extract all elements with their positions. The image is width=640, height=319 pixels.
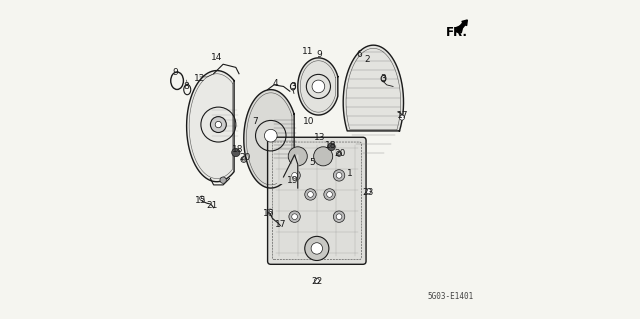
Text: 20: 20 [239, 153, 251, 162]
Text: 1: 1 [348, 169, 353, 178]
Text: 12: 12 [194, 74, 205, 83]
Text: 17: 17 [397, 111, 408, 120]
Text: 23: 23 [362, 188, 373, 197]
Circle shape [305, 189, 316, 200]
Polygon shape [298, 58, 338, 115]
Polygon shape [343, 45, 404, 131]
Text: 18: 18 [232, 145, 243, 154]
Polygon shape [187, 70, 234, 182]
Text: 2: 2 [365, 55, 371, 64]
Circle shape [232, 148, 240, 157]
Circle shape [220, 177, 227, 183]
Text: 13: 13 [314, 133, 326, 142]
Text: 7: 7 [252, 117, 258, 126]
Text: 10: 10 [303, 117, 315, 126]
Circle shape [333, 170, 345, 181]
Text: 17: 17 [275, 220, 286, 229]
Circle shape [336, 173, 342, 178]
FancyArrow shape [456, 20, 467, 33]
Text: 15: 15 [195, 196, 207, 205]
Circle shape [311, 243, 323, 254]
Polygon shape [244, 90, 294, 188]
Circle shape [200, 196, 204, 200]
Text: 11: 11 [301, 47, 313, 56]
Circle shape [289, 170, 300, 181]
FancyBboxPatch shape [268, 137, 366, 264]
Circle shape [292, 214, 298, 219]
Circle shape [292, 173, 298, 178]
Text: 5: 5 [309, 158, 315, 167]
Circle shape [314, 147, 333, 166]
Text: 9: 9 [173, 68, 179, 77]
Circle shape [305, 236, 329, 261]
Circle shape [268, 209, 273, 213]
Text: 14: 14 [211, 53, 223, 62]
Text: 5G03-E1401: 5G03-E1401 [428, 292, 474, 301]
Text: 18: 18 [325, 141, 337, 150]
Circle shape [211, 117, 227, 132]
Circle shape [366, 189, 371, 194]
Text: 4: 4 [273, 79, 278, 88]
Text: FR.: FR. [445, 26, 467, 39]
Text: 6: 6 [357, 50, 363, 59]
Circle shape [264, 129, 277, 142]
Circle shape [333, 211, 345, 222]
Circle shape [328, 143, 335, 151]
Circle shape [336, 214, 342, 219]
Text: 3: 3 [381, 74, 387, 83]
Polygon shape [277, 155, 298, 183]
Text: 8: 8 [184, 82, 189, 91]
Circle shape [326, 192, 332, 197]
Text: 16: 16 [264, 209, 275, 218]
Text: 21: 21 [206, 201, 218, 210]
Circle shape [314, 278, 319, 283]
Circle shape [215, 122, 221, 128]
Text: 9: 9 [317, 50, 322, 59]
Circle shape [399, 115, 404, 120]
Circle shape [312, 80, 324, 93]
Circle shape [308, 192, 314, 197]
Circle shape [289, 211, 300, 222]
Circle shape [324, 189, 335, 200]
Text: 22: 22 [311, 277, 323, 286]
Text: 19: 19 [287, 176, 299, 185]
Circle shape [288, 147, 307, 166]
Text: 3: 3 [290, 82, 296, 91]
Text: 20: 20 [334, 149, 346, 158]
